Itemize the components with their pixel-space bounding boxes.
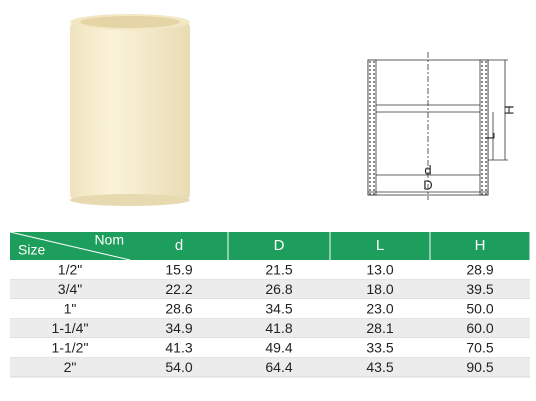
table-cell: 50.0 <box>466 300 493 316</box>
header-background <box>10 232 530 260</box>
table-cell: 39.5 <box>466 281 493 297</box>
table-cell: 22.2 <box>165 281 192 297</box>
table-cell: 3/4" <box>58 281 82 297</box>
diagonal <box>9 231 131 261</box>
header-cell: d <box>175 237 183 254</box>
table-cell: 33.5 <box>366 339 393 355</box>
table-cell: 1-1/2" <box>52 339 89 355</box>
table-cell: 15.9 <box>165 261 192 277</box>
dim-label: L <box>482 132 497 139</box>
table-cell: 21.5 <box>265 261 292 277</box>
product-image <box>70 14 190 206</box>
table-cell: 34.5 <box>265 300 292 316</box>
table-cell: 34.9 <box>165 320 192 336</box>
table-cell: 1/2" <box>58 261 82 277</box>
table-cell: 1" <box>64 300 77 316</box>
table-cell: 54.0 <box>165 359 192 375</box>
table-cell: 18.0 <box>366 281 393 297</box>
row-background <box>10 318 530 338</box>
dim-label: D <box>423 177 432 192</box>
row-background <box>10 260 530 280</box>
table-cell: 64.4 <box>265 359 292 375</box>
header-cell: H <box>475 237 486 254</box>
header-cell: L <box>376 237 384 254</box>
table-cell: 28.6 <box>165 300 192 316</box>
table-cell: 49.4 <box>265 339 292 355</box>
dim-label: H <box>501 105 516 114</box>
table-cell: 23.0 <box>366 300 393 316</box>
header-nom: Nom <box>94 232 124 248</box>
row-background <box>10 338 530 358</box>
table-cell: 90.5 <box>466 359 493 375</box>
row-background <box>10 299 530 319</box>
table-cell: 70.5 <box>466 339 493 355</box>
row-background <box>10 279 530 299</box>
table-cell: 13.0 <box>366 261 393 277</box>
table-cell: 41.8 <box>265 320 292 336</box>
technical-drawing <box>367 52 508 200</box>
table-cell: 26.8 <box>265 281 292 297</box>
table-cell: 41.3 <box>165 339 192 355</box>
dim-label: d <box>424 162 431 177</box>
table-cell: 28.9 <box>466 261 493 277</box>
header-cell: D <box>274 237 285 254</box>
table-cell: 43.5 <box>366 359 393 375</box>
header-size: Size <box>18 242 45 258</box>
table-cell: 2" <box>64 359 77 375</box>
row-background <box>10 357 530 377</box>
table-cell: 1-1/4" <box>52 320 89 336</box>
spec-table: Size Nom d D L H 1/2" 15.9 21.5 13.0 28.9 3/4" 22.2 2… <box>9 231 531 378</box>
table-cell: 60.0 <box>466 320 493 336</box>
table-cell: 28.1 <box>366 320 393 336</box>
